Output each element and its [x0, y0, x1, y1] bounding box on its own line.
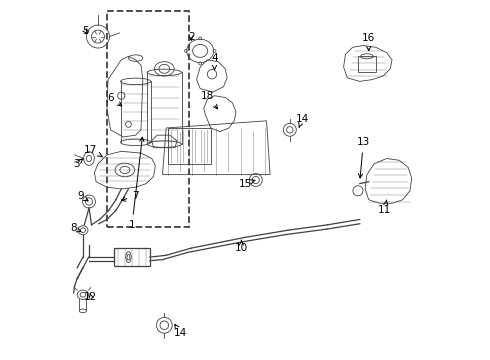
Bar — [114, 248, 150, 266]
Bar — [168, 128, 211, 164]
Text: 16: 16 — [362, 33, 375, 51]
Text: 4: 4 — [211, 53, 218, 69]
Text: 13: 13 — [357, 138, 370, 178]
Text: 9: 9 — [77, 191, 88, 201]
Text: 18: 18 — [201, 91, 218, 109]
Text: 11: 11 — [378, 200, 392, 216]
Text: 17: 17 — [84, 144, 102, 157]
Text: 6: 6 — [107, 93, 122, 106]
Text: 10: 10 — [235, 240, 248, 253]
Text: 7: 7 — [122, 191, 139, 201]
Text: 3: 3 — [73, 159, 83, 169]
Text: 14: 14 — [174, 324, 187, 338]
Bar — [358, 56, 376, 72]
Text: 14: 14 — [296, 114, 309, 127]
Text: 2: 2 — [188, 32, 195, 41]
Text: 12: 12 — [84, 292, 98, 302]
Text: 5: 5 — [82, 26, 89, 36]
Text: 8: 8 — [70, 224, 81, 233]
Text: 15: 15 — [238, 179, 255, 189]
Bar — [107, 12, 190, 226]
Text: 1: 1 — [129, 137, 144, 230]
